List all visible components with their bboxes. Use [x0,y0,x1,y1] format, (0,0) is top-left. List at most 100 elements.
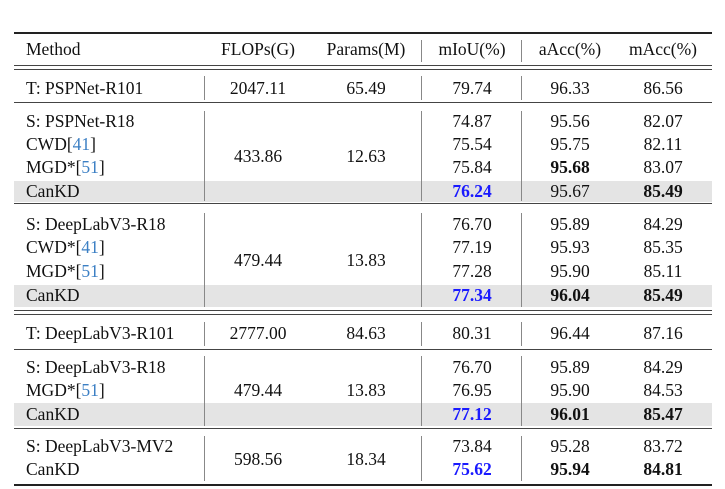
macc-cell-best: 85.49 [643,181,683,201]
miou-cell: 77.19 [452,237,492,257]
macc-cell: 84.29 [643,357,683,377]
highlight-row-bg [14,181,712,202]
aacc-cell: 96.44 [550,323,590,343]
macc-cell: 82.11 [643,134,683,154]
macc-cell: 84.53 [643,380,683,400]
method-name: CWD[ [26,134,73,154]
method-cell: CanKD [26,181,80,201]
results-table: Method FLOPs(G) Params(M) mIoU(%) aAcc(%… [14,0,712,489]
method-name: CWD*[ [26,237,82,257]
group-flops: 598.56 [233,449,283,469]
citation-link[interactable]: 51 [81,380,99,400]
aacc-cell: 95.89 [550,214,590,234]
method-cell: CanKD [26,404,80,424]
rule [14,349,712,350]
bracket: ] [98,237,105,257]
method-name: MGD*[ [26,261,82,281]
col-divider [421,40,422,62]
citation-link[interactable]: 51 [81,157,99,177]
macc-cell: 82.07 [643,111,683,131]
header-flops: FLOPs(G) [221,39,295,59]
col-divider [521,111,522,201]
citation-link[interactable]: 51 [81,261,99,281]
aacc-cell-best: 96.01 [550,404,590,424]
macc-cell: 83.07 [643,157,683,177]
col-divider [421,322,422,346]
header-macc: mAcc(%) [628,39,698,59]
citation-link[interactable]: 41 [72,134,91,154]
method-cell: S: PSPNet-R18 [26,111,135,131]
method-cell: CWD*[41] [26,237,105,257]
aacc-cell: 96.33 [550,78,590,98]
header-method: Method [26,39,81,59]
method-cell: CWD[41] [26,134,96,154]
header-aacc: aAcc(%) [538,39,602,59]
aacc-cell: 95.56 [550,111,590,131]
miou-cell-best: 77.34 [452,285,492,305]
macc-cell: 84.29 [643,214,683,234]
macc-cell-best: 85.49 [643,285,683,305]
col-divider [421,213,422,307]
rule [14,102,712,103]
method-cell: S: DeepLabV3-MV2 [26,436,174,456]
header-double-rule-2 [14,69,712,70]
params-cell: 65.49 [346,78,386,98]
header-params: Params(M) [326,39,406,59]
bracket: ] [98,157,105,177]
miou-cell: 80.31 [452,323,492,343]
group-params: 18.34 [346,449,386,469]
method-name: MGD*[ [26,157,82,177]
col-divider [421,436,422,481]
miou-cell-best: 75.62 [452,459,492,479]
group-flops: 479.44 [233,380,283,400]
group-params: 13.83 [346,380,386,400]
flops-cell: 2777.00 [229,323,287,343]
bracket: ] [90,134,96,154]
aacc-cell-best: 96.04 [550,285,590,305]
col-divider [521,213,522,307]
rule [14,203,712,204]
col-divider [204,356,205,426]
col-divider [521,322,522,346]
miou-cell: 74.87 [452,111,492,131]
miou-cell: 76.70 [452,357,492,377]
macc-cell: 86.56 [643,78,683,98]
method-name: MGD*[ [26,380,82,400]
col-divider [521,356,522,426]
miou-cell: 76.95 [452,380,492,400]
macc-cell: 85.35 [643,237,683,257]
col-divider [204,436,205,481]
aacc-cell: 95.90 [550,380,590,400]
col-divider [204,76,205,100]
section-double-rule-2 [14,314,712,315]
miou-cell: 76.70 [452,214,492,234]
aacc-cell: 95.67 [550,181,590,201]
highlight-row-bg [14,403,712,426]
aacc-cell: 95.28 [550,436,590,456]
aacc-cell-best: 95.68 [550,157,590,177]
method-cell: S: DeepLabV3-R18 [26,357,166,377]
col-divider [421,356,422,426]
aacc-cell: 95.89 [550,357,590,377]
method-cell: T: PSPNet-R101 [26,78,144,98]
group-flops: 433.86 [233,146,283,166]
miou-cell: 75.54 [452,134,492,154]
col-divider [521,76,522,100]
macc-cell: 87.16 [643,323,683,343]
section-double-rule-1 [14,310,712,311]
method-cell: MGD*[51] [26,261,105,281]
rule [14,428,712,429]
top-rule [14,32,712,34]
citation-link[interactable]: 41 [81,237,99,257]
aacc-cell: 95.75 [550,134,590,154]
group-flops: 479.44 [233,250,283,270]
col-divider [204,111,205,201]
aacc-cell: 95.93 [550,237,590,257]
col-divider [421,111,422,201]
macc-cell-best: 85.47 [643,404,683,424]
method-cell: S: DeepLabV3-R18 [26,214,166,234]
method-cell: CanKD [26,285,80,305]
miou-cell-best: 76.24 [452,181,492,201]
macc-cell-best: 84.81 [643,459,683,479]
miou-cell: 79.74 [452,78,492,98]
